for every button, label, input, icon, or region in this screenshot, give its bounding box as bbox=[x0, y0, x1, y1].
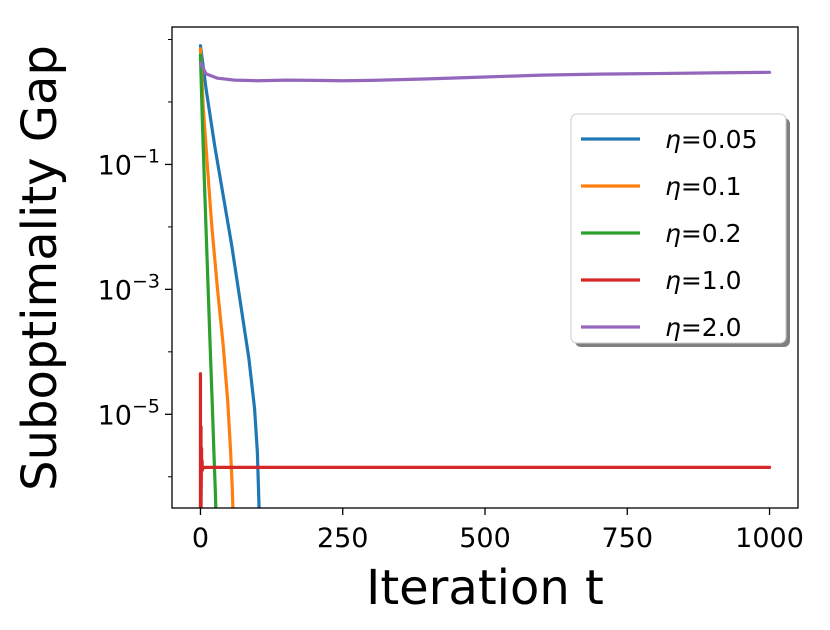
legend-label: η=1.0 bbox=[665, 266, 742, 295]
legend-label: η=0.05 bbox=[665, 125, 757, 154]
y-tick-label: 10−5 bbox=[98, 395, 160, 431]
series-line-0 bbox=[198, 44, 261, 508]
x-axis-title: Iteration t bbox=[366, 560, 604, 616]
x-tick-label: 1000 bbox=[735, 523, 804, 554]
legend: η=0.05 η=0.1 η=0.2 η=1.0 η=2.0 bbox=[570, 113, 790, 347]
y-axis-title: Suboptimality Gap bbox=[12, 45, 68, 491]
series-layer bbox=[198, 44, 772, 508]
x-tick-label: 250 bbox=[317, 523, 369, 554]
legend-label: η=2.0 bbox=[665, 313, 742, 342]
series-line-3 bbox=[198, 372, 772, 508]
legend-box bbox=[570, 113, 787, 344]
series-line-2 bbox=[198, 53, 218, 508]
legend-label: η=0.2 bbox=[665, 219, 742, 248]
x-axis-ticks: 0 250 500 750 1000 bbox=[192, 508, 804, 554]
series-line-4 bbox=[198, 61, 772, 83]
legend-items: η=0.05 η=0.1 η=0.2 η=1.0 η=2.0 bbox=[581, 125, 757, 342]
y-axis-ticks: 10−1 10−3 10−5 bbox=[98, 38, 172, 478]
x-tick-label: 750 bbox=[601, 523, 653, 554]
y-tick-label: 10−1 bbox=[98, 145, 160, 181]
x-tick-label: 500 bbox=[459, 523, 511, 554]
legend-label: η=0.1 bbox=[665, 172, 742, 201]
x-tick-label: 0 bbox=[192, 523, 209, 554]
y-tick-label: 10−3 bbox=[98, 270, 160, 306]
series-line-1 bbox=[198, 47, 235, 508]
